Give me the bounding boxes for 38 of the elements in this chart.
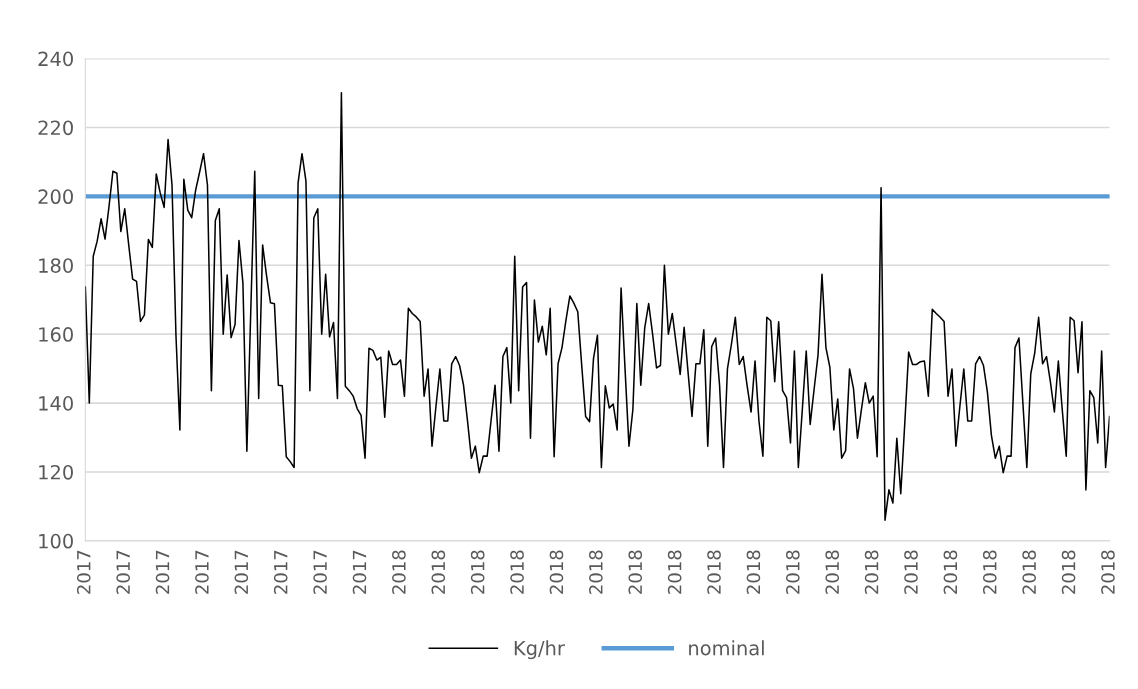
x-tick-label: 2018 <box>707 550 721 594</box>
x-tick-label: 2018 <box>510 550 524 594</box>
y-tick-label: 180 <box>39 258 73 273</box>
legend-label: nominal <box>689 640 764 656</box>
line-series <box>85 91 1110 521</box>
x-tick-label: 2018 <box>1061 550 1076 594</box>
x-tick-label: 2018 <box>982 550 997 594</box>
x-tick-label: 2017 <box>116 550 130 594</box>
x-tick-label: 2017 <box>352 550 367 594</box>
y-tick-label: 100 <box>39 533 73 549</box>
y-tick-label: 120 <box>39 464 73 480</box>
x-tick-label: 2018 <box>1101 550 1115 594</box>
x-tick-label: 2018 <box>864 550 879 594</box>
x-tick-label: 2017 <box>195 550 209 594</box>
x-tick-label: 2018 <box>470 550 485 594</box>
x-tick-label: 2018 <box>825 550 840 594</box>
x-tick-label: 2018 <box>628 550 643 594</box>
y-tick-label: 140 <box>39 396 73 411</box>
x-tick-label: 2018 <box>392 550 406 594</box>
x-tick-label: 2018 <box>667 550 682 594</box>
x-tick-label: 2017 <box>234 550 249 594</box>
y-tick-label: 220 <box>38 120 73 136</box>
x-tick-label: 2018 <box>746 550 761 594</box>
y-tick-label: 200 <box>38 189 73 205</box>
x-tick-label: 2018 <box>549 550 564 594</box>
y-tick-label: 160 <box>39 327 73 342</box>
legend-label: Kg/hr <box>514 640 565 660</box>
x-tick-label: 2017 <box>273 550 288 594</box>
x-tick-label: 2018 <box>1022 550 1036 594</box>
x-tick-label: 2018 <box>943 550 958 594</box>
x-tick-label: 2018 <box>785 550 800 594</box>
x-tick-label: 2017 <box>313 550 327 594</box>
x-tick-label: 2018 <box>589 550 603 594</box>
y-tick-label: 240 <box>38 51 73 67</box>
x-tick-label: 2018 <box>904 550 918 594</box>
x-tick-label: 2018 <box>431 550 446 594</box>
x-tick-label: 2017 <box>76 550 91 594</box>
x-tick-label: 2017 <box>155 550 170 594</box>
